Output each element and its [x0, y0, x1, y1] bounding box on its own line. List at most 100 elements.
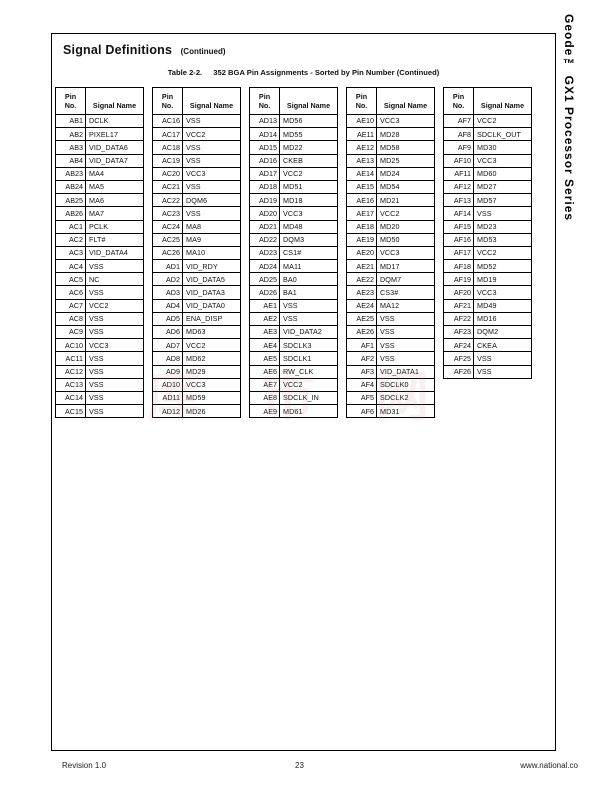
signal-name: NC [85, 272, 144, 287]
pin-row: AC3 VID_DATA4 [55, 245, 144, 261]
pin-no-header: Pin No. [346, 87, 377, 115]
pin-row: AF21 MD49 [443, 298, 532, 313]
pin-row: AF11 MD60 [443, 166, 532, 181]
signal-name: MD26 [182, 404, 241, 419]
pin-row: AC23 VSS [152, 206, 241, 221]
signal-name: VCC2 [473, 245, 532, 261]
pin-number: AC24 [152, 219, 183, 234]
pin-row: AE8 SDCLK_IN [249, 390, 338, 406]
pin-row: AB24 MA5 [55, 179, 144, 195]
pin-row: AD12 MD26 [152, 404, 241, 419]
pin-row: AC22 DQM6 [152, 193, 241, 208]
pin-number: AE24 [346, 298, 377, 313]
pin-no-header: Pin No. [443, 87, 474, 115]
signal-name-header: Signal Name [182, 87, 241, 115]
pin-row: AB4 VID_DATA7 [55, 153, 144, 168]
pin-number: AE13 [346, 153, 377, 168]
signal-name: DQM2 [473, 324, 532, 340]
pin-number: AB2 [55, 127, 86, 142]
signal-name: MD54 [376, 179, 435, 195]
pin-row: AF23 DQM2 [443, 324, 532, 340]
pin-row: AB3 VID_DATA6 [55, 140, 144, 155]
signal-name: MD61 [279, 404, 338, 419]
pin-number: AF3 [346, 364, 377, 379]
pin-number: AD11 [152, 390, 183, 406]
pin-number: AE26 [346, 324, 377, 340]
signal-name: VSS [182, 153, 241, 168]
pin-row: AE6 RW_CLK [249, 364, 338, 379]
pin-number: AD26 [249, 285, 280, 300]
signal-name: VSS [376, 311, 435, 327]
pin-number: AB25 [55, 193, 86, 208]
signal-name: VID_DATA6 [85, 140, 144, 155]
signal-name: MD17 [376, 259, 435, 274]
pin-number: AF25 [443, 351, 474, 366]
signal-name: VID_RDY [182, 259, 241, 274]
pin-number: AE14 [346, 166, 377, 181]
pin-number: AD18 [249, 179, 280, 195]
signal-name: VSS [376, 351, 435, 366]
table-caption: Table 2-2. 352 BGA Pin Assignments - Sor… [52, 68, 555, 77]
signal-name: VID_DATA4 [85, 245, 144, 261]
pin-row: AF9 MD30 [443, 140, 532, 155]
signal-name: MD60 [473, 166, 532, 181]
pin-number: AB23 [55, 166, 86, 181]
pin-number: AC8 [55, 311, 86, 327]
pin-number: AE15 [346, 179, 377, 195]
pin-number: AD3 [152, 285, 183, 300]
pin-number: AC10 [55, 338, 86, 353]
signal-name: VSS [85, 259, 144, 274]
signal-name: VCC3 [182, 377, 241, 392]
pin-row: AF1 VSS [346, 338, 435, 353]
pin-number: AE25 [346, 311, 377, 327]
pin-number: AE16 [346, 193, 377, 208]
pin-number: AE8 [249, 390, 280, 406]
signal-name: VCC3 [376, 245, 435, 261]
signal-name: MA12 [376, 298, 435, 313]
pin-row: AC8 VSS [55, 311, 144, 327]
pin-number: AE4 [249, 338, 280, 353]
pin-number: AE21 [346, 259, 377, 274]
pin-row: AF26 VSS [443, 364, 532, 379]
pin-row: AD16 CKEB [249, 153, 338, 168]
signal-name: VSS [85, 351, 144, 366]
pin-row: AC18 VSS [152, 140, 241, 155]
pin-row: AC13 VSS [55, 377, 144, 392]
signal-name: MA11 [279, 259, 338, 274]
signal-name: VID_DATA1 [376, 364, 435, 379]
signal-name: CKEA [473, 338, 532, 353]
signal-name: SDCLK_OUT [473, 127, 532, 142]
signal-name: DQM7 [376, 272, 435, 287]
pin-number: AD1 [152, 259, 183, 274]
pin-row: AD9 MD29 [152, 364, 241, 379]
signal-name: RW_CLK [279, 364, 338, 379]
pin-number: AD15 [249, 140, 280, 155]
pin-number: AC13 [55, 377, 86, 392]
pin-row: AF2 VSS [346, 351, 435, 366]
signal-name: VSS [279, 298, 338, 313]
signal-name: VSS [473, 206, 532, 221]
pin-row: AF17 VCC2 [443, 245, 532, 261]
signal-name: ENA_DISP [182, 311, 241, 327]
pin-number: AD22 [249, 232, 280, 247]
pin-number: AC4 [55, 259, 86, 274]
signal-name: MD56 [279, 113, 338, 129]
signal-name: CS1# [279, 245, 338, 261]
pin-number: AD24 [249, 259, 280, 274]
pin-table: Pin No. Signal Name AF7 VCC2 AF8 SDCLK_OUT AF9 M… [443, 87, 532, 379]
signal-name: VCC2 [279, 377, 338, 392]
pin-row: AD25 BA0 [249, 272, 338, 287]
signal-name: MD53 [473, 232, 532, 247]
pin-row: AD5 ENA_DISP [152, 311, 241, 327]
pin-number: AD19 [249, 193, 280, 208]
pin-number: AF11 [443, 166, 474, 181]
signal-name: MD21 [376, 193, 435, 208]
pin-number: AD7 [152, 338, 183, 353]
signal-name-header: Signal Name [279, 87, 338, 115]
pin-number: AD6 [152, 324, 183, 340]
pin-no-header: Pin No. [152, 87, 183, 115]
signal-name: VSS [279, 311, 338, 327]
pin-number: AF14 [443, 206, 474, 221]
pin-row: AC14 VSS [55, 390, 144, 406]
signal-name: VSS [182, 179, 241, 195]
